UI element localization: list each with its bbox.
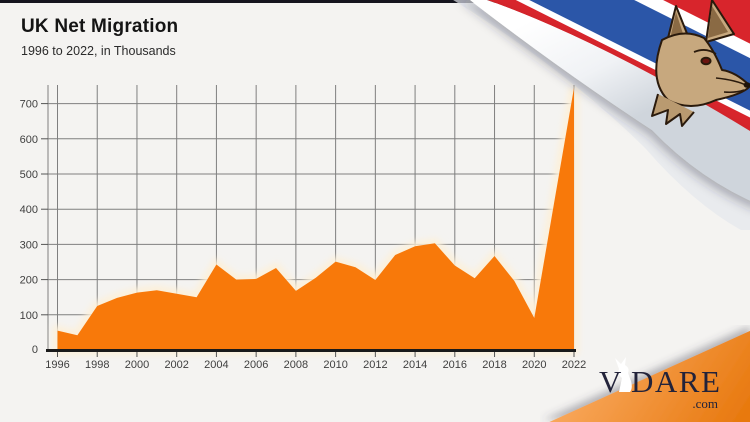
flag-corner-decoration xyxy=(453,0,750,230)
page-curl xyxy=(469,0,750,201)
x-tick-label: 2008 xyxy=(284,359,308,371)
y-tick-label: 200 xyxy=(20,275,38,287)
x-tick-label: 1996 xyxy=(45,359,69,371)
y-tick-label: 600 xyxy=(20,134,38,146)
logo-text-v: V xyxy=(599,364,622,399)
x-tick-label: 2016 xyxy=(443,359,467,371)
y-tick-label: 0 xyxy=(32,344,38,356)
y-tick-label: 700 xyxy=(20,99,38,111)
jackal-mascot-illustration xyxy=(651,0,750,127)
series-layer xyxy=(53,87,579,355)
deer-silhouette-icon xyxy=(615,357,632,392)
x-tick-label: 2010 xyxy=(323,359,347,371)
x-tick-label: 2002 xyxy=(164,359,188,371)
logo-wedge xyxy=(549,330,750,422)
x-tick-label: 2004 xyxy=(204,359,228,371)
page-subtitle: 1996 to 2022, in Thousands xyxy=(21,44,176,58)
y-tick-label: 500 xyxy=(20,169,38,181)
top-accent-bar xyxy=(0,0,750,3)
x-tick-label: 2018 xyxy=(482,359,506,371)
logo-text-dare: DARE xyxy=(631,364,721,399)
x-tick-label: 2006 xyxy=(244,359,268,371)
axis-layer xyxy=(41,103,576,357)
x-tick-label: 2014 xyxy=(403,359,427,371)
x-tick-label: 2022 xyxy=(562,359,586,371)
page-title: UK Net Migration xyxy=(21,16,179,37)
label-layer: 0 100 200 300 400 500 600 700 1996 1998 2000 2002 20… xyxy=(20,99,587,371)
page-curl-under-shade xyxy=(453,0,750,230)
y-tick-label: 400 xyxy=(20,204,38,216)
chart-header: UK Net Migration 1996 to 2022, in Thousa… xyxy=(21,16,178,58)
logo-tld: .com xyxy=(692,396,718,411)
x-tick-label: 1998 xyxy=(85,359,109,371)
x-tick-label: 2000 xyxy=(125,359,149,371)
vdare-logo[interactable]: V DARE .com xyxy=(540,325,750,422)
x-tick-label: 2020 xyxy=(522,359,546,371)
y-tick-label: 300 xyxy=(20,239,38,251)
y-tick-label: 100 xyxy=(20,310,38,322)
net-migration-area-series xyxy=(57,87,574,351)
x-tick-label: 2012 xyxy=(363,359,387,371)
